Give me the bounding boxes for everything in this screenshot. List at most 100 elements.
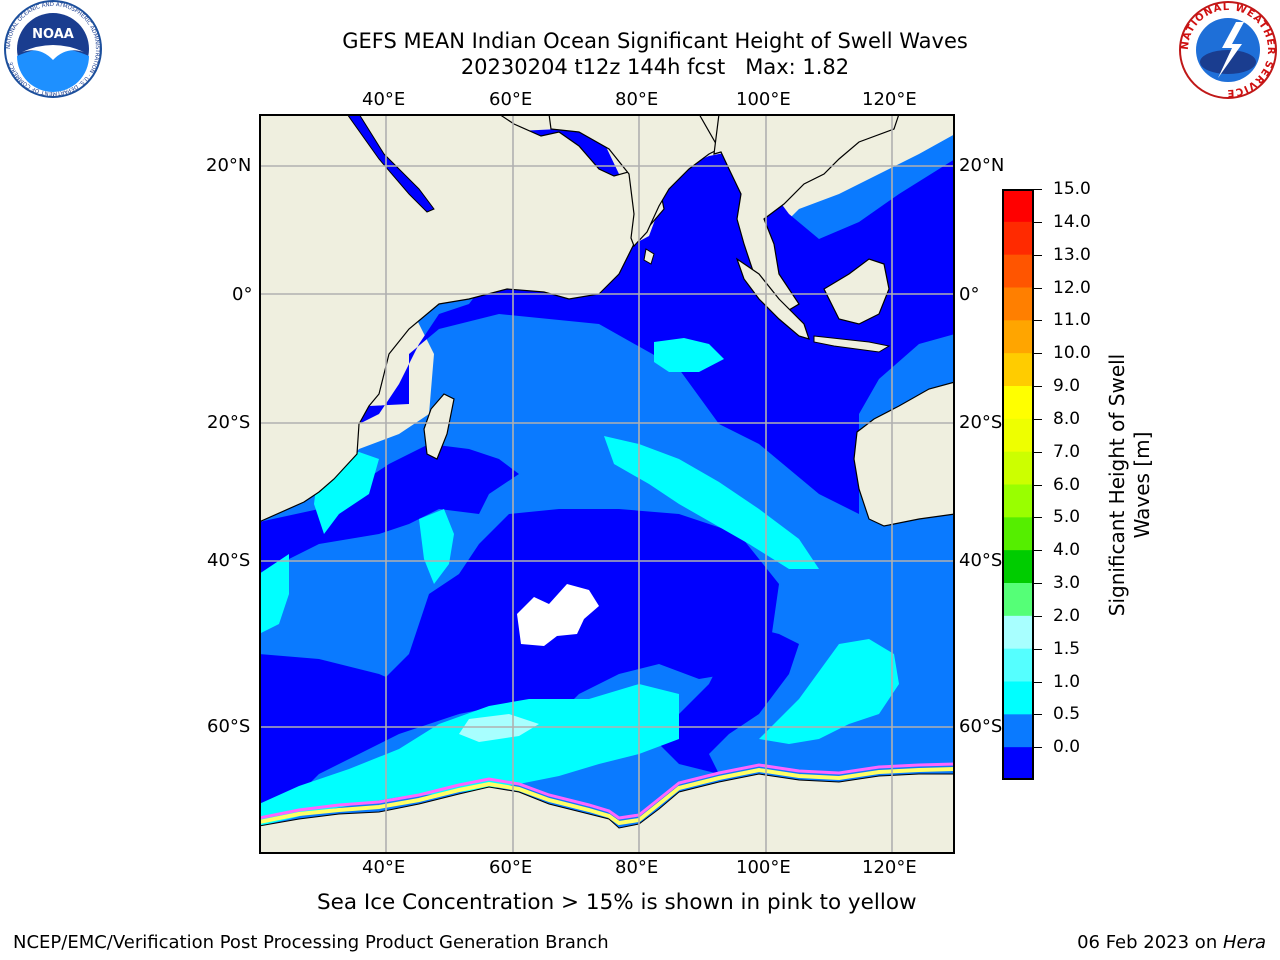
colorbar-tick-mark bbox=[1034, 221, 1042, 223]
africa-arabia bbox=[258, 113, 665, 523]
colorbar-tick-label: 7.0 bbox=[1053, 441, 1081, 462]
colorbar-tick-label: 4.0 bbox=[1053, 540, 1081, 561]
map-frame bbox=[259, 114, 955, 854]
colorbar-label: Significant Height of Swell Waves [m] bbox=[1100, 190, 1160, 780]
colorbar-tick-mark bbox=[1034, 484, 1042, 486]
lat-tick-left-20n: 20°N bbox=[206, 155, 252, 176]
lat-tick-right-0: 0° bbox=[959, 284, 980, 305]
lat-tick-right-60s: 60°S bbox=[959, 716, 1003, 737]
colorbar-swatch bbox=[1002, 221, 1034, 256]
colorbar-tick-mark bbox=[1034, 189, 1042, 190]
colorbar-tick-label: 1.5 bbox=[1053, 638, 1081, 659]
india bbox=[548, 113, 720, 248]
lon-tick-bottom-100e: 100°E bbox=[736, 857, 791, 878]
chart-title: GEFS MEAN Indian Ocean Significant Heigh… bbox=[190, 28, 1120, 80]
footer-credit: NCEP/EMC/Verification Post Processing Pr… bbox=[13, 932, 609, 953]
colorbar-tick-mark bbox=[1034, 386, 1042, 387]
red-sea bbox=[346, 113, 435, 213]
sea-ice-fringe bbox=[258, 767, 956, 826]
southeast-asia bbox=[713, 113, 900, 311]
lon-tick-bottom-80e: 80°E bbox=[615, 857, 659, 878]
colorbar-tick-mark bbox=[1034, 747, 1042, 749]
colorbar-swatch bbox=[1002, 320, 1034, 354]
colorbar-swatch bbox=[1002, 418, 1034, 453]
java bbox=[813, 335, 891, 353]
lon-tick-top-60e: 60°E bbox=[489, 89, 533, 110]
colorbar-tick-mark bbox=[1034, 254, 1042, 256]
madagascar bbox=[423, 393, 455, 460]
lat-tick-left-20s: 20°S bbox=[207, 412, 251, 433]
colorbar-swatch bbox=[1002, 648, 1034, 682]
graticule bbox=[259, 114, 955, 854]
colorbar-swatch bbox=[1002, 451, 1034, 485]
colorbar-tick-mark bbox=[1034, 320, 1042, 322]
swell-1.0-1.5m-southeast-patch bbox=[759, 639, 899, 744]
colorbar-svg bbox=[1002, 189, 1034, 781]
colorbar-tick-mark bbox=[1034, 550, 1042, 552]
colorbar-tick-label: 6.0 bbox=[1053, 474, 1081, 495]
australia bbox=[853, 381, 956, 527]
footer-host: Hera bbox=[1222, 932, 1266, 953]
colorbar-tick-mark bbox=[1034, 418, 1042, 420]
colorbar-tick-label: 10.0 bbox=[1053, 343, 1091, 364]
colorbar-tick-label: 2.0 bbox=[1053, 605, 1081, 626]
colorbar-swatch bbox=[1002, 550, 1034, 584]
swell-1.5-2.0m-core bbox=[459, 714, 539, 742]
swell-0-0.5m-west bbox=[259, 444, 519, 574]
colorbar-tick-label: 13.0 bbox=[1053, 244, 1091, 265]
colorbar-tick-mark bbox=[1034, 353, 1042, 355]
colorbar-swatch bbox=[1002, 287, 1034, 321]
colorbar-swatch bbox=[1002, 681, 1034, 715]
colorbar-frame bbox=[1002, 189, 1034, 780]
colorbar-swatch bbox=[1002, 189, 1034, 223]
colorbar-tick-mark bbox=[1034, 583, 1042, 584]
lon-tick-bottom-40e: 40°E bbox=[362, 857, 406, 878]
colorbar-tick-label: 11.0 bbox=[1053, 310, 1091, 331]
footer-date: 06 Feb 2023 on Hera bbox=[1077, 932, 1266, 953]
colorbar-label-line-2: Waves [m] bbox=[1130, 431, 1154, 539]
colorbar-tick-mark bbox=[1034, 681, 1042, 683]
swell-1.0-1.5m-southwest bbox=[259, 554, 289, 634]
lon-tick-bottom-120e: 120°E bbox=[862, 857, 917, 878]
lat-tick-left-0: 0° bbox=[232, 284, 253, 305]
colorbar-tick-label: 0.5 bbox=[1053, 704, 1081, 725]
colorbar-tick-mark bbox=[1034, 615, 1042, 617]
map-svg bbox=[258, 113, 956, 855]
colorbar-swatch bbox=[1002, 484, 1034, 518]
colorbar-tick-label: 15.0 bbox=[1053, 179, 1091, 199]
colorbar-tick-mark bbox=[1034, 287, 1042, 289]
colorbar-tick-label: 5.0 bbox=[1053, 507, 1081, 528]
colorbar-tick-label: 9.0 bbox=[1053, 376, 1081, 396]
colorbar-swatch bbox=[1002, 615, 1034, 650]
lon-tick-bottom-60e: 60°E bbox=[489, 857, 533, 878]
lat-tick-right-20n: 20°N bbox=[959, 155, 1005, 176]
colorbar-swatch bbox=[1002, 583, 1034, 617]
sea-ice-fringe-pink bbox=[258, 762, 956, 820]
footer-date-text: 06 Feb 2023 on bbox=[1077, 932, 1223, 953]
colorbar-tick-mark bbox=[1034, 517, 1042, 519]
colorbar-tick-mark bbox=[1034, 451, 1042, 453]
title-line-1: GEFS MEAN Indian Ocean Significant Heigh… bbox=[342, 29, 968, 53]
lat-tick-left-60s: 60°S bbox=[207, 716, 251, 737]
sumatra bbox=[735, 257, 810, 340]
colorbar-label-line-1: Significant Height of Swell bbox=[1105, 353, 1129, 617]
swell-1.0-1.5m-south-arc bbox=[259, 684, 679, 826]
colorbar-tick-mark bbox=[1034, 714, 1042, 716]
swell-0-0.5m-south-band bbox=[259, 654, 459, 814]
lon-tick-top-80e: 80°E bbox=[615, 89, 659, 110]
colorbar-tick-label: 1.0 bbox=[1053, 671, 1081, 692]
swell-0-0.5m-southeast bbox=[659, 624, 799, 774]
colorbar-tick-label: 14.0 bbox=[1053, 211, 1091, 232]
lat-tick-right-40s: 40°S bbox=[959, 550, 1003, 571]
lat-tick-left-40s: 40°S bbox=[207, 550, 251, 571]
map-panel bbox=[258, 113, 956, 855]
svg-text:NOAA: NOAA bbox=[32, 27, 74, 42]
colorbar-swatch bbox=[1002, 353, 1034, 387]
colorbar-tick-label: 8.0 bbox=[1053, 408, 1081, 429]
lat-tick-right-20s: 20°S bbox=[959, 412, 1003, 433]
title-line-2: 20230204 t12z 144h fcst Max: 1.82 bbox=[460, 55, 850, 79]
lon-tick-top-100e: 100°E bbox=[736, 89, 791, 110]
sri-lanka bbox=[643, 248, 655, 265]
sea-ice-caption: Sea Ice Concentration > 15% is shown in … bbox=[317, 890, 917, 915]
colorbar-swatch bbox=[1002, 517, 1034, 551]
